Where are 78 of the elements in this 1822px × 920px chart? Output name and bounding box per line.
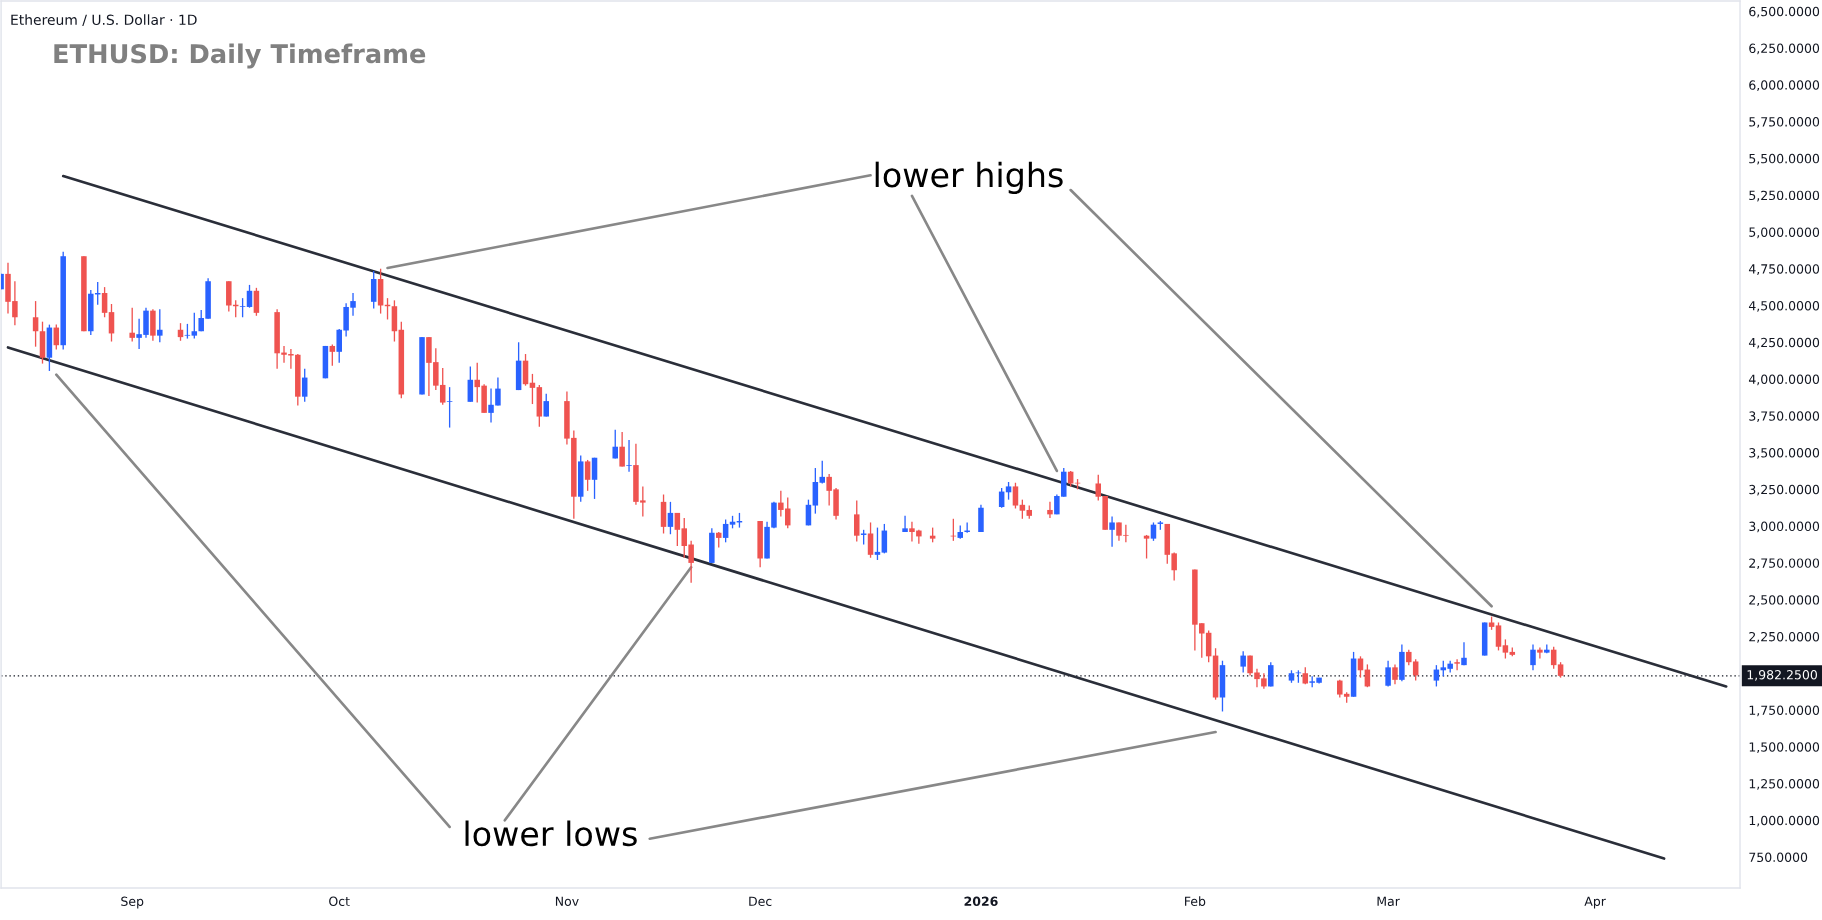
candlestick (619, 431, 625, 468)
y-tick-label: 4,500.0000 (1748, 300, 1820, 312)
candlestick (667, 501, 674, 535)
candlestick (1268, 661, 1274, 688)
candlestick (626, 439, 632, 473)
x-tick-label: Mar (1377, 896, 1400, 906)
candlestick (191, 312, 198, 340)
candlestick (1150, 521, 1157, 542)
candlestick (246, 284, 253, 309)
y-tick-label: 5,750.0000 (1749, 117, 1820, 128)
candlestick (129, 307, 135, 343)
y-tick-label: 6,250.0000 (1749, 43, 1820, 55)
text: Ethereum / U.S. Dollar · 1D (11, 14, 197, 27)
y-tick-label: 1,750.0000 (1749, 705, 1820, 717)
y-tick-label: 750.0000 (1749, 852, 1808, 863)
candlestick (1047, 501, 1053, 519)
annotation: lower lows (465, 820, 637, 847)
y-tick-label: 5,250.0000 (1749, 190, 1820, 202)
candlestick (867, 521, 874, 559)
text: ETHUSD: Daily Timeframe (54, 43, 426, 69)
candlestick (591, 457, 598, 500)
candlestick (1454, 658, 1460, 671)
y-tick-label: 3,250.0000 (1749, 484, 1820, 496)
candlestick (1502, 638, 1509, 660)
y-tick-label: 1,500.0000 (1749, 742, 1820, 753)
candlestick (1537, 646, 1543, 660)
x-tick-label: Feb (1185, 896, 1206, 906)
y-tick-label: 5,000.0000 (1749, 227, 1820, 239)
x-tick-label: Sep (121, 896, 144, 909)
candlestick (881, 523, 888, 555)
candlestick (612, 429, 618, 460)
y-tick-label: 2,500.0000 (1749, 595, 1820, 606)
candlestick (157, 308, 163, 343)
x-tick-label: 2026 (964, 896, 998, 906)
candlestick (329, 343, 336, 367)
candlestick (253, 287, 260, 317)
x-tick-label: Apr (1584, 896, 1606, 909)
y-tick-label: 3,750.0000 (1749, 411, 1820, 423)
candlestick (1240, 650, 1246, 674)
candlestick (370, 270, 377, 310)
x-tick-label: Nov (555, 896, 579, 906)
y-tick-label: 4,750.0000 (1748, 264, 1820, 275)
annotation: lower highs (875, 161, 1063, 194)
x-tick-label: Dec (749, 896, 772, 906)
candlestick (1530, 643, 1536, 671)
y-tick-label: 3,500.0000 (1749, 448, 1820, 459)
y-tick-label: 3,000.0000 (1749, 521, 1820, 533)
candlestick (543, 393, 549, 418)
candlestick (1019, 499, 1026, 520)
candlestick (1143, 534, 1150, 560)
candlestick (902, 515, 908, 533)
y-tick-label: 4,250.0000 (1748, 337, 1820, 349)
candlestick (584, 459, 591, 492)
y-tick-label: 2,750.0000 (1749, 558, 1820, 570)
candlestick (1012, 482, 1019, 510)
candlestick (1433, 664, 1440, 688)
candlestick (853, 499, 860, 543)
candlestick (101, 286, 108, 318)
candlestick (722, 518, 729, 543)
candlestick (301, 368, 308, 403)
candlestick (1495, 621, 1502, 652)
candlestick (239, 297, 246, 318)
candlestick (467, 365, 474, 403)
candlestick (446, 386, 453, 429)
y-tick-label: 1,250.0000 (1749, 779, 1820, 790)
candlestick (1385, 660, 1391, 688)
y-tick-label: 2,250.0000 (1749, 631, 1820, 643)
x-tick-label: Oct (329, 896, 350, 906)
y-tick-label: 1,000.0000 (1749, 815, 1820, 827)
y-tick-label: 6,000.0000 (1749, 80, 1820, 92)
candlestick (1109, 515, 1115, 548)
y-tick-label: 6,500.0000 (1749, 6, 1820, 18)
candlestick (1392, 663, 1398, 685)
ref-line-label: 1,982.2500 (1747, 670, 1817, 681)
y-tick-label: 4,000.0000 (1748, 374, 1820, 386)
candlestick (32, 300, 39, 348)
candlestick (874, 526, 881, 561)
y-tick-label: 5,500.0000 (1749, 153, 1820, 165)
